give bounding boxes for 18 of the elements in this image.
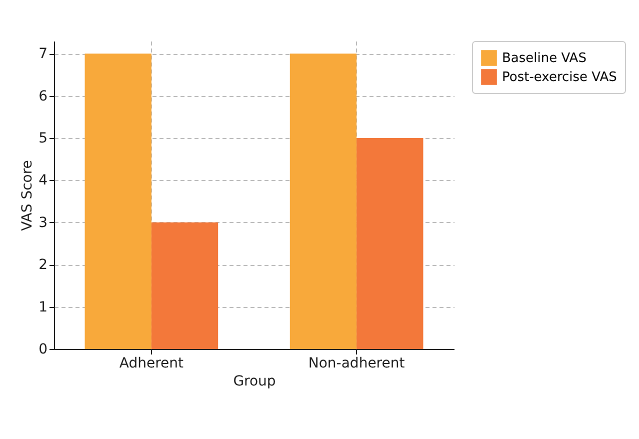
x-axis-title: Group xyxy=(233,374,276,390)
x-tick-label: Non-adherent xyxy=(308,356,406,372)
y-axis-title: VAS Score xyxy=(20,160,36,231)
y-tick-label: 4 xyxy=(38,172,48,189)
legend-label: Baseline VAS xyxy=(502,51,586,66)
y-tick-label: 6 xyxy=(38,88,48,104)
bar xyxy=(356,138,424,349)
y-tick-label: 0 xyxy=(38,342,48,358)
y-tick-label: 7 xyxy=(38,46,48,62)
bar xyxy=(84,54,152,349)
bar xyxy=(290,54,357,349)
y-tick-label: 2 xyxy=(38,257,48,274)
x-tick-label: Adherent xyxy=(119,356,184,372)
y-tick-label: 1 xyxy=(38,299,48,316)
y-tick-label: 5 xyxy=(38,130,48,147)
y-tick-label: 3 xyxy=(38,214,48,231)
legend-label: Post-exercise VAS xyxy=(502,70,617,85)
bar xyxy=(151,222,218,349)
